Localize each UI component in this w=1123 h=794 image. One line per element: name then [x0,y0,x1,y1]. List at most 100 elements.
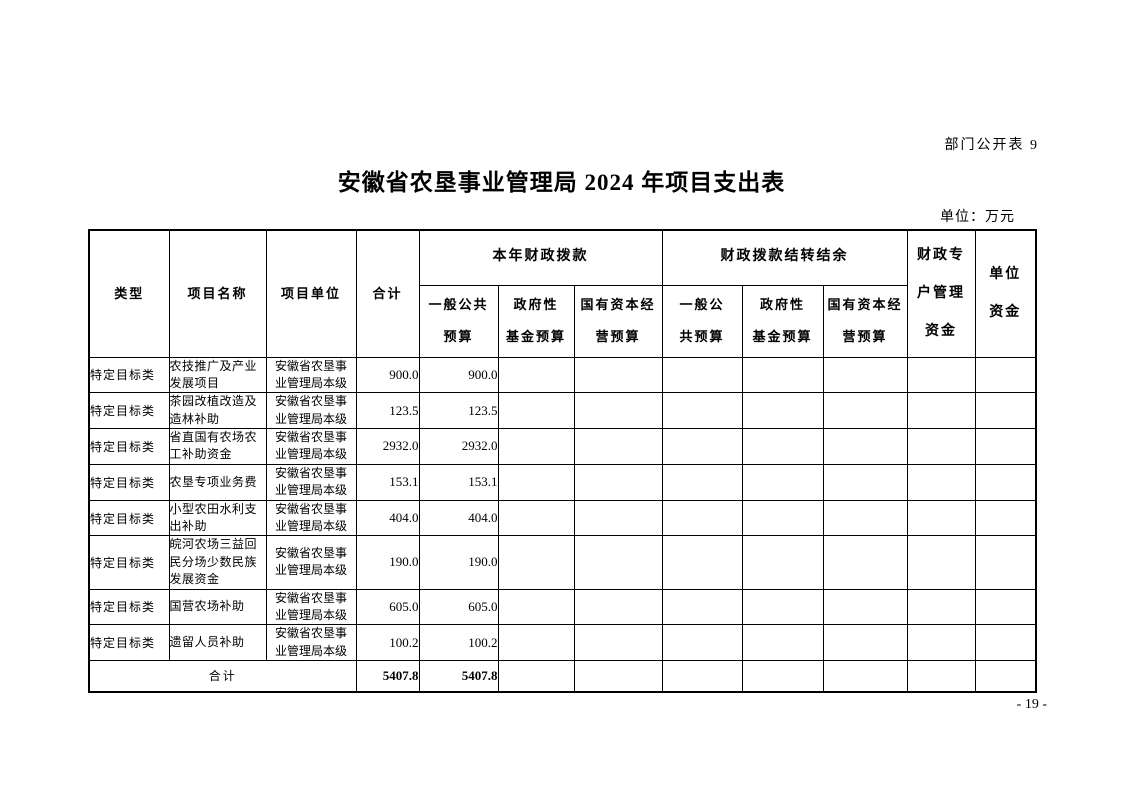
col-header-total: 合计 [355,229,420,358]
cell-empty [661,356,743,394]
cell-grand-total: 5407.8 [355,660,420,693]
cell-general-public-budget: 2932.0 [418,428,499,465]
unit-label: 单位：万元 [940,210,1015,225]
cell-empty [573,535,663,590]
cell-general-public-budget: 153.1 [418,463,499,501]
cell-project-name: 国营农场补助 [168,588,267,626]
cell-total: 190.0 [355,535,420,590]
cell-empty [974,428,1037,465]
table-row: 特定目标类 国营农场补助 安徽省农垦事 业管理局本级 605.0 605.0 [88,588,1037,626]
cell-empty [497,499,575,537]
cell-empty [906,392,976,430]
table-row: 特定目标类 农垦专项业务费 安徽省农垦事 业管理局本级 153.1 153.1 [88,463,1037,501]
header-row-subcolumns: 一般公共 预算 政府性 基金预算 国有资本经 营预算 一般公 共预算 政府性 基… [89,284,1036,358]
cell-empty [974,535,1037,590]
cell-empty [741,588,824,626]
cell-empty [906,499,976,537]
cell-project-name: 遗留人员补助 [168,624,267,662]
table-row: 特定目标类 茶园改植改造及 造林补助 安徽省农垦事 业管理局本级 123.5 1… [88,392,1037,430]
cell-empty [822,428,908,465]
cell-empty [974,624,1037,662]
cell-type: 特定目标类 [88,356,170,394]
cell-empty [906,660,976,693]
cell-project-name: 茶园改植改造及 造林补助 [168,392,267,430]
table-row: 特定目标类 省直国有农场农 工补助资金 安徽省农垦事 业管理局本级 2932.0… [88,428,1037,465]
cell-empty [741,535,824,590]
cell-empty [906,428,976,465]
table-row: 特定目标类 农技推广及产业 发展项目 安徽省农垦事 业管理局本级 900.0 9… [88,356,1037,394]
cell-empty [822,463,908,501]
cell-empty [573,428,663,465]
cell-type: 特定目标类 [88,588,170,626]
cell-empty [974,660,1037,693]
cell-empty [497,356,575,394]
cell-empty [497,624,575,662]
col-header-unit-funds: 单位 资金 [974,229,1037,358]
header-row-groups: 类型 项目名称 项目单位 合计 本年财政拨款 财政拨款结转结余 财政专 户管理 … [88,229,1037,358]
page-title: 安徽省农垦事业管理局 2024 年项目支出表 [337,170,786,195]
cell-empty [573,392,663,430]
cell-general-public-budget: 123.5 [418,392,499,430]
col-header-co-government-fund-budget: 政府性 基金预算 [741,284,824,358]
col-header-type: 类型 [88,229,170,358]
cell-total: 900.0 [355,356,420,394]
cell-empty [906,535,976,590]
cell-empty [741,624,824,662]
cell-empty [741,499,824,537]
table-total-row: 合计 5407.8 5407.8 [88,660,1037,693]
cell-empty [906,356,976,394]
cell-total: 153.1 [355,463,420,501]
col-header-project-name: 项目名称 [168,229,267,358]
cell-empty [497,392,575,430]
cell-general-public-budget: 900.0 [418,356,499,394]
cell-project-unit: 安徽省农垦事 业管理局本级 [265,356,357,394]
cell-empty [497,660,575,693]
cell-project-name: 小型农田水利支 出补助 [168,499,267,537]
cell-empty [497,428,575,465]
cell-general-public-budget: 190.0 [418,535,499,590]
cell-project-unit: 安徽省农垦事 业管理局本级 [265,428,357,465]
cell-general-public-budget: 605.0 [418,588,499,626]
cell-project-unit: 安徽省农垦事 业管理局本级 [265,588,357,626]
cell-project-unit: 安徽省农垦事 业管理局本级 [265,392,357,430]
cell-empty [974,356,1037,394]
cell-type: 特定目标类 [88,463,170,501]
page-number: - 19 - [1016,697,1047,712]
cell-empty [497,463,575,501]
cell-project-name: 省直国有农场农 工补助资金 [168,428,267,465]
col-header-co-general-public-budget: 一般公 共预算 [661,284,743,358]
cell-project-unit: 安徽省农垦事 业管理局本级 [265,624,357,662]
cell-type: 特定目标类 [88,499,170,537]
cell-empty [906,463,976,501]
cell-empty [974,588,1037,626]
cell-empty [906,588,976,626]
corner-label: 部门公开表 9 [944,138,1039,153]
cell-empty [573,499,663,537]
cell-total: 404.0 [355,499,420,537]
cell-type: 特定目标类 [88,428,170,465]
cell-empty [741,660,824,693]
cell-empty [906,624,976,662]
cell-empty [822,588,908,626]
cell-empty [741,392,824,430]
cell-empty [661,535,743,590]
cell-total: 100.2 [355,624,420,662]
cell-empty [974,392,1037,430]
cell-empty [497,535,575,590]
table-row: 特定目标类 小型农田水利支 出补助 安徽省农垦事 业管理局本级 404.0 40… [88,499,1037,537]
cell-project-name: 农技推广及产业 发展项目 [168,356,267,394]
cell-grand-total-general-budget: 5407.8 [418,660,499,693]
cell-empty [741,356,824,394]
col-header-project-unit: 项目单位 [265,229,357,358]
cell-type: 特定目标类 [88,392,170,430]
cell-empty [741,463,824,501]
col-group-current-year-appropriation: 本年财政拨款 [418,229,663,286]
cell-total: 605.0 [355,588,420,626]
col-header-co-state-capital-budget: 国有资本经 营预算 [822,284,908,358]
cell-type: 特定目标类 [88,535,170,590]
cell-project-unit: 安徽省农垦事 业管理局本级 [265,535,357,590]
cell-empty [661,660,743,693]
cell-general-public-budget: 100.2 [418,624,499,662]
table-row: 特定目标类 皖河农场三益回 民分场少数民族 发展资金 安徽省农垦事 业管理局本级… [88,535,1037,590]
cell-empty [573,463,663,501]
